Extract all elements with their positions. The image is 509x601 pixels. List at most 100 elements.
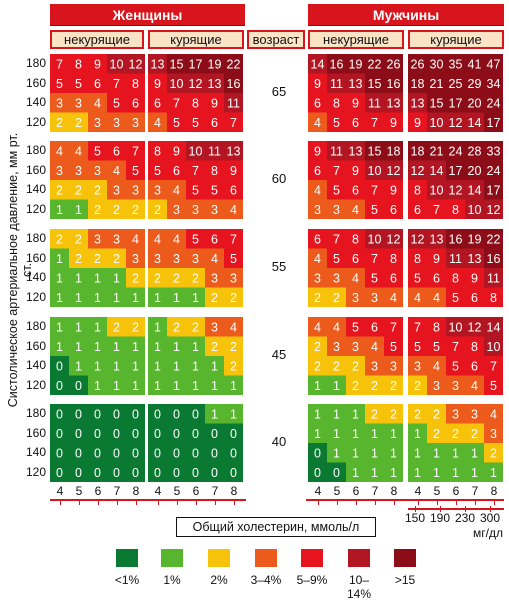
risk-value-women-nonsmoking-60-r2-c4: 3 <box>132 183 139 197</box>
risk-cell-women-smoking-55-r0-c4 <box>224 229 243 249</box>
risk-value-men-nonsmoking-40-r3-c2: 1 <box>352 466 359 480</box>
age-label: 55 <box>271 259 287 274</box>
risk-cell-women-nonsmoking-40-r2-c2 <box>88 443 107 463</box>
risk-value-women-smoking-60-r1-c0: 5 <box>154 164 161 178</box>
risk-cell-men-nonsmoking-55-r0-c3 <box>365 229 384 249</box>
risk-cell-women-smoking-65-r3-c4 <box>224 112 243 132</box>
risk-value-women-nonsmoking-45-r2-c3: 1 <box>113 359 120 373</box>
risk-value-women-nonsmoking-55-r3-c2: 1 <box>94 291 101 305</box>
risk-value-men-nonsmoking-55-r3-c4: 4 <box>390 291 397 305</box>
risk-value-women-smoking-45-r3-c4: 1 <box>230 379 237 393</box>
risk-value-women-smoking-60-r1-c1: 6 <box>173 164 180 178</box>
risk-cell-men-nonsmoking-40-r0-c2 <box>346 404 365 424</box>
risk-value-women-nonsmoking-55-r3-c0: 1 <box>56 291 63 305</box>
risk-cell-men-smoking-65-r3-c2 <box>446 112 465 132</box>
cholesterol-tick <box>214 499 216 505</box>
risk-cell-women-smoking-65-r0-c2 <box>186 54 205 74</box>
legend-label: >15 <box>394 573 416 587</box>
risk-cell-men-nonsmoking-45-r2-c0 <box>308 356 327 376</box>
risk-cell-men-smoking-40-r1-c3 <box>465 423 484 443</box>
risk-value-men-nonsmoking-55-r2-c4: 6 <box>390 271 397 285</box>
risk-cell-women-smoking-60-r0-c1 <box>167 141 186 161</box>
risk-cell-women-nonsmoking-40-r1-c0 <box>50 423 69 443</box>
risk-cell-men-nonsmoking-65-r1-c1 <box>327 73 346 93</box>
risk-value-men-smoking-45-r3-c4: 5 <box>490 379 497 393</box>
risk-value-women-nonsmoking-60-r3-c2: 2 <box>94 203 101 217</box>
cholesterol-tick <box>135 499 137 505</box>
risk-value-women-smoking-40-r2-c1: 0 <box>173 446 180 460</box>
risk-value-women-smoking-65-r3-c2: 5 <box>192 116 199 130</box>
risk-cell-women-nonsmoking-45-r1-c0 <box>50 336 69 356</box>
risk-cell-men-smoking-45-r3-c1 <box>427 375 446 395</box>
bp-tick-label: 180 <box>25 231 46 245</box>
risk-cell-men-nonsmoking-65-r3-c3 <box>365 112 384 132</box>
risk-value-men-smoking-45-r1-c1: 5 <box>433 340 440 354</box>
risk-value-women-nonsmoking-60-r0-c0: 4 <box>56 144 63 158</box>
risk-value-women-smoking-40-r3-c3: 0 <box>211 466 218 480</box>
risk-cell-women-nonsmoking-45-r1-c4 <box>126 336 145 356</box>
age-label: 60 <box>271 171 287 186</box>
risk-value-men-nonsmoking-60-r0-c4: 18 <box>387 144 401 158</box>
risk-value-women-smoking-55-r2-c4: 3 <box>230 271 237 285</box>
risk-cell-men-nonsmoking-40-r1-c4 <box>384 423 403 443</box>
risk-value-men-smoking-45-r0-c2: 10 <box>449 320 463 334</box>
risk-cell-men-nonsmoking-65-r0-c4 <box>384 54 403 74</box>
risk-value-women-nonsmoking-65-r0-c3: 10 <box>110 57 124 71</box>
risk-cell-women-smoking-45-r1-c0 <box>148 336 167 356</box>
risk-cell-men-nonsmoking-45-r0-c4 <box>384 317 403 337</box>
risk-value-women-smoking-60-r2-c2: 5 <box>192 183 199 197</box>
risk-value-men-smoking-45-r2-c4: 7 <box>490 359 497 373</box>
risk-cell-men-smoking-60-r2-c3 <box>465 180 484 200</box>
risk-value-women-smoking-40-r1-c0: 0 <box>154 427 161 441</box>
risk-value-men-smoking-55-r0-c2: 16 <box>449 232 463 246</box>
risk-cell-women-nonsmoking-55-r2-c0 <box>50 268 69 288</box>
risk-value-women-nonsmoking-65-r3-c3: 3 <box>113 116 120 130</box>
risk-cell-men-smoking-55-r0-c3 <box>465 229 484 249</box>
risk-value-men-nonsmoking-45-r1-c4: 5 <box>390 340 397 354</box>
risk-cell-women-nonsmoking-60-r0-c0 <box>50 141 69 161</box>
risk-value-men-smoking-40-r0-c1: 2 <box>433 407 440 421</box>
risk-value-women-nonsmoking-60-r1-c2: 3 <box>94 164 101 178</box>
risk-cell-men-nonsmoking-55-r0-c4 <box>384 229 403 249</box>
risk-cell-women-smoking-55-r3-c3 <box>205 287 224 307</box>
risk-cell-women-smoking-65-r0-c3 <box>205 54 224 74</box>
risk-cell-men-nonsmoking-45-r1-c2 <box>346 336 365 356</box>
risk-value-women-smoking-65-r0-c1: 15 <box>170 57 184 71</box>
risk-value-men-smoking-40-r0-c0: 2 <box>414 407 421 421</box>
risk-cell-women-smoking-65-r1-c3 <box>205 73 224 93</box>
legend-swatch <box>255 549 277 567</box>
risk-cell-men-smoking-60-r1-c0 <box>408 160 427 180</box>
risk-cell-men-smoking-60-r1-c1 <box>427 160 446 180</box>
risk-value-men-nonsmoking-55-r1-c1: 5 <box>333 252 340 266</box>
risk-value-women-smoking-55-r0-c0: 4 <box>154 232 161 246</box>
risk-value-men-nonsmoking-55-r0-c0: 6 <box>314 232 321 246</box>
risk-cell-women-nonsmoking-65-r3-c4 <box>126 112 145 132</box>
risk-value-men-nonsmoking-65-r0-c4: 26 <box>387 57 401 71</box>
risk-cell-women-smoking-65-r0-c0 <box>148 54 167 74</box>
cholesterol-tick <box>97 499 99 505</box>
cholesterol-tick-label: 7 <box>211 484 219 498</box>
risk-value-men-smoking-40-r3-c2: 1 <box>452 466 459 480</box>
risk-cell-women-smoking-45-r3-c4 <box>224 375 243 395</box>
risk-cell-women-smoking-55-r2-c3 <box>205 268 224 288</box>
risk-cell-men-nonsmoking-65-r2-c1 <box>327 93 346 113</box>
cholesterol-tick-label: 8 <box>490 484 498 498</box>
risk-cell-men-nonsmoking-60-r2-c2 <box>346 180 365 200</box>
risk-cell-men-smoking-45-r0-c0 <box>408 317 427 337</box>
risk-value-women-nonsmoking-40-r2-c3: 0 <box>113 446 120 460</box>
risk-value-men-nonsmoking-40-r1-c0: 1 <box>314 427 321 441</box>
risk-value-women-nonsmoking-60-r0-c3: 6 <box>113 144 120 158</box>
risk-value-women-nonsmoking-65-r2-c0: 3 <box>56 96 63 110</box>
risk-cell-men-smoking-65-r3-c4 <box>484 112 503 132</box>
risk-cell-women-nonsmoking-60-r0-c4 <box>126 141 145 161</box>
cholesterol-tick <box>374 499 376 505</box>
risk-cell-women-nonsmoking-55-r3-c1 <box>69 287 88 307</box>
risk-cell-women-smoking-40-r1-c3 <box>205 423 224 443</box>
risk-cell-women-nonsmoking-60-r3-c2 <box>88 199 107 219</box>
risk-value-men-smoking-45-r2-c3: 6 <box>471 359 478 373</box>
risk-cell-women-nonsmoking-55-r0-c4 <box>126 229 145 249</box>
risk-cell-men-nonsmoking-55-r0-c1 <box>327 229 346 249</box>
risk-value-men-nonsmoking-55-r0-c2: 8 <box>352 232 359 246</box>
risk-cell-men-nonsmoking-55-r1-c0 <box>308 248 327 268</box>
risk-cell-women-nonsmoking-55-r1-c4 <box>126 248 145 268</box>
